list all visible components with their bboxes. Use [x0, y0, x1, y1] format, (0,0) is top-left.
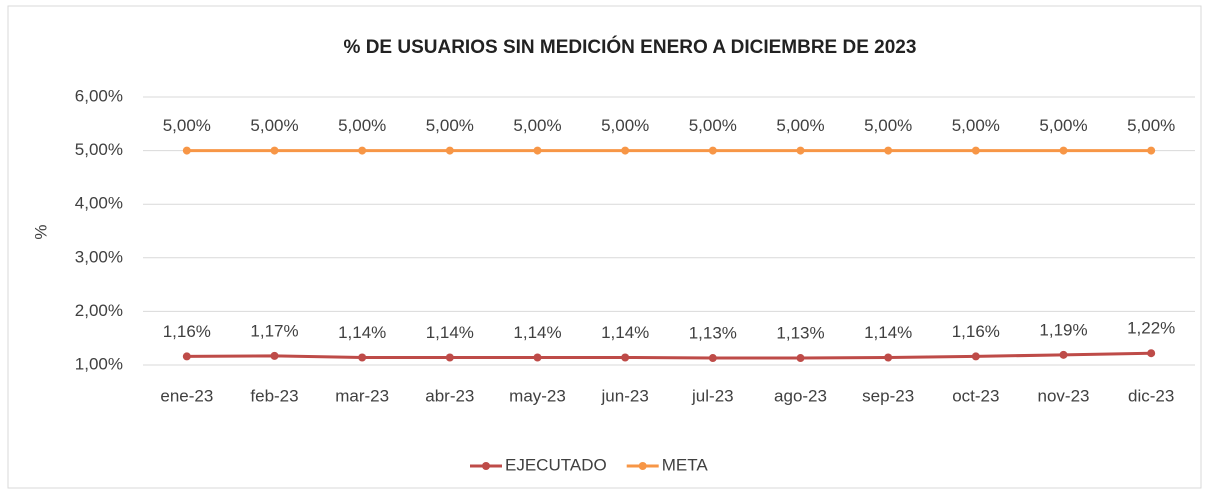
- data-label: 5,00%: [864, 116, 912, 135]
- data-point: [182, 352, 191, 361]
- data-point: [533, 353, 542, 362]
- x-tick-label: may-23: [509, 386, 566, 405]
- y-tick-label: 4,00%: [75, 194, 123, 213]
- chart-border: [7, 5, 1202, 489]
- series-line: [186, 351, 1152, 360]
- data-point: [358, 353, 367, 362]
- data-label: 5,00%: [952, 116, 1000, 135]
- x-tick-label: sep-23: [862, 386, 914, 405]
- data-label: 5,00%: [601, 116, 649, 135]
- data-point: [1059, 350, 1068, 359]
- legend-marker: [638, 462, 647, 470]
- data-point: [1147, 146, 1156, 155]
- x-tick-label: abr-23: [425, 386, 474, 405]
- data-point: [358, 146, 367, 155]
- x-tick-label: jun-23: [601, 386, 649, 405]
- data-label: 5,00%: [250, 116, 298, 135]
- data-label: 1,13%: [689, 324, 737, 343]
- data-point: [182, 146, 191, 155]
- x-tick-label: ago-23: [774, 386, 827, 405]
- data-point: [621, 146, 630, 155]
- data-point: [621, 353, 630, 362]
- data-label: 1,22%: [1127, 319, 1175, 338]
- legend-label: EJECUTADO: [505, 455, 607, 474]
- data-label: 5,00%: [513, 116, 561, 135]
- chart-title: % DE USUARIOS SIN MEDICIÓN ENERO A DICIE…: [344, 36, 917, 58]
- data-label: 1,16%: [163, 322, 211, 341]
- data-label: 1,14%: [513, 323, 561, 342]
- y-tick-label: 6,00%: [75, 86, 123, 105]
- data-point: [1147, 349, 1156, 358]
- data-point: [708, 354, 717, 363]
- data-point: [445, 353, 454, 362]
- data-point: [1059, 146, 1068, 155]
- data-label: 1,19%: [1039, 320, 1087, 339]
- data-point: [884, 353, 893, 362]
- data-label: 5,00%: [426, 116, 474, 135]
- x-tick-label: oct-23: [952, 386, 999, 405]
- data-label: 5,00%: [1039, 116, 1087, 135]
- y-tick-label: 1,00%: [75, 354, 123, 373]
- data-label: 1,13%: [776, 324, 824, 343]
- data-label: 1,14%: [338, 323, 386, 342]
- data-point: [796, 146, 805, 155]
- y-axis-label: %: [31, 224, 50, 239]
- data-label: 1,14%: [601, 323, 649, 342]
- x-tick-label: jul-23: [691, 386, 734, 405]
- x-tick-label: feb-23: [250, 386, 298, 405]
- data-label: 5,00%: [163, 116, 211, 135]
- x-tick-label: dic-23: [1128, 386, 1174, 405]
- data-label: 5,00%: [689, 116, 737, 135]
- data-point: [796, 354, 805, 363]
- legend-label: META: [662, 455, 709, 474]
- data-label: 1,17%: [250, 321, 298, 340]
- y-tick-label: 5,00%: [75, 140, 123, 159]
- data-point: [708, 146, 717, 155]
- data-point: [884, 146, 893, 155]
- data-point: [533, 146, 542, 155]
- x-tick-label: nov-23: [1038, 386, 1090, 405]
- y-tick-label: 2,00%: [75, 301, 123, 320]
- legend-marker: [482, 462, 490, 470]
- data-label: 5,00%: [776, 116, 824, 135]
- y-tick-label: 3,00%: [75, 247, 123, 266]
- data-label: 1,16%: [952, 322, 1000, 341]
- data-label: 5,00%: [1127, 116, 1175, 135]
- data-label: 1,14%: [864, 323, 912, 342]
- x-tick-label: ene-23: [160, 386, 213, 405]
- data-point: [270, 146, 279, 155]
- data-point: [445, 146, 454, 155]
- data-label: 5,00%: [338, 116, 386, 135]
- data-point: [971, 352, 980, 361]
- x-tick-label: mar-23: [335, 386, 389, 405]
- data-label: 1,14%: [426, 323, 474, 342]
- data-point: [270, 351, 279, 360]
- data-point: [971, 146, 980, 155]
